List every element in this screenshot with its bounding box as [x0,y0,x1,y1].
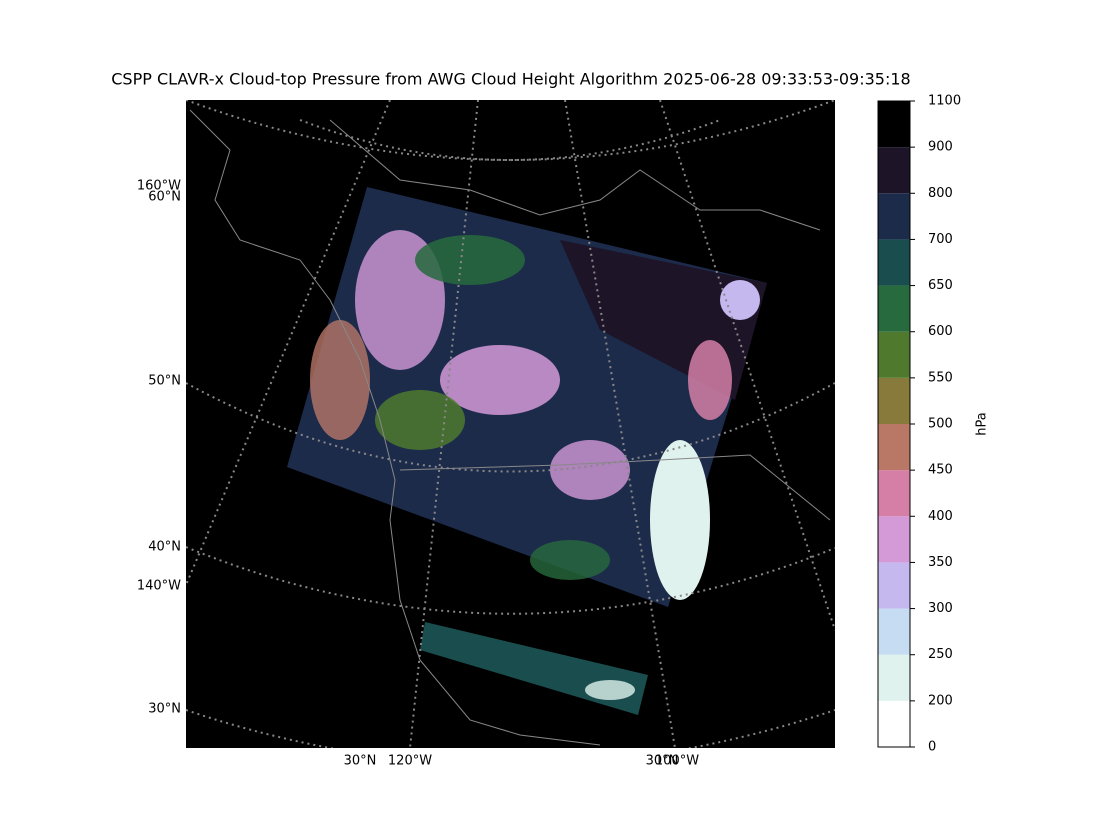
colorbar-band [878,331,910,378]
colorbar-tick-label: 900 [928,140,953,155]
map-label: 120°W [388,754,432,769]
graticule [186,100,391,586]
colorbar-tick-label: 350 [928,555,953,570]
map-label: 30°N [148,702,181,717]
cloud [720,280,760,320]
cloud [688,340,732,420]
graticule [186,709,835,748]
cloud [440,345,560,415]
coastline [329,119,821,231]
cloud [585,680,635,700]
colorbar-tick-label: 550 [928,370,953,385]
graticule [186,382,835,473]
coastline [189,109,601,746]
colorbar-band [878,147,910,194]
colorbar-tick-label: 400 [928,509,953,524]
colorbar-band [878,608,910,655]
colorbar-tick-label: 500 [928,417,953,432]
colorbar-band [878,193,910,240]
colorbar-band [878,516,910,563]
map-content [186,100,835,748]
colorbar-tick-label: 600 [928,324,953,339]
map-label: 100°W [655,754,699,769]
colorbar-tick-label: 800 [928,186,953,201]
cloud [415,235,525,285]
colorbar-band [878,654,910,701]
border [399,454,831,521]
colorbar-tick-label: 200 [928,693,953,708]
map-label: 160°W [137,179,181,194]
graticule [186,100,835,161]
colorbar-label: hPa [975,412,990,435]
cloud [650,440,710,600]
graticule [564,100,676,748]
colorbar-tick-label: 1100 [928,94,961,109]
colorbar-tick-label: 0 [928,740,936,755]
graticule [186,546,835,615]
colorbar-band [878,377,910,424]
colorbar-band [878,239,910,286]
colorbar-tick-label: 450 [928,463,953,478]
colorbar-band [878,285,910,332]
cloud [375,390,465,450]
map-label: 140°W [137,579,181,594]
colorbar-band [878,700,910,747]
map [186,100,835,748]
colorbar-tick-label: 300 [928,601,953,616]
colorbar-band [878,562,910,609]
colorbar-band [878,101,910,148]
colorbar-tick-label: 250 [928,647,953,662]
map-label: 40°N [148,540,181,555]
title: CSPP CLAVR-x Cloud-top Pressure from AWG… [111,70,910,89]
colorbar-band [878,424,910,471]
colorbar-band [878,470,910,517]
colorbar-tick-label: 650 [928,278,953,293]
graticule [409,100,479,748]
cloud [550,440,630,500]
map-label: 30°N [344,754,377,769]
map-label: 50°N [148,374,181,389]
map-label: 60°N [148,190,181,205]
cloud [530,540,610,580]
map-label: 30°N [646,754,679,769]
cloud [310,320,370,440]
colorbar-tick-label: 700 [928,232,953,247]
